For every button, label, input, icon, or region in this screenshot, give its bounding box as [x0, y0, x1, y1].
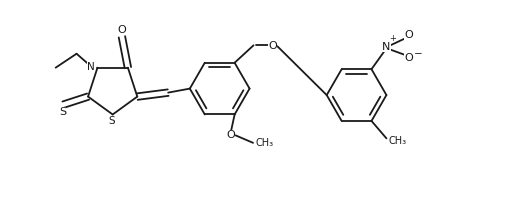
Text: N: N: [87, 62, 95, 72]
Text: CH₃: CH₃: [388, 136, 407, 146]
Text: O: O: [117, 25, 126, 35]
Text: +: +: [389, 34, 396, 43]
Text: S: S: [59, 107, 66, 117]
Text: O: O: [226, 130, 235, 140]
Text: CH₃: CH₃: [255, 138, 274, 148]
Text: N: N: [382, 42, 390, 52]
Text: O: O: [405, 30, 413, 40]
Text: −: −: [414, 49, 423, 59]
Text: S: S: [108, 116, 115, 126]
Text: O: O: [405, 53, 413, 63]
Text: O: O: [268, 41, 277, 51]
